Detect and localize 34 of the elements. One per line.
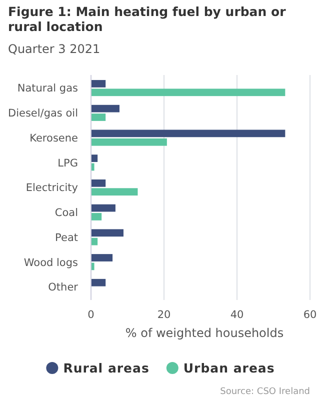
x-tick-label: 0 (88, 309, 94, 321)
chart-title: Figure 1: Main heating fuel by urban or rural location (8, 4, 287, 34)
bar (91, 88, 286, 96)
bar (91, 278, 106, 286)
y-tick-label: Kerosene (30, 132, 78, 144)
bar (91, 188, 138, 196)
bar (91, 138, 167, 146)
x-tick-label: 20 (157, 309, 171, 321)
x-tick-label: 60 (303, 309, 317, 321)
bar (91, 114, 106, 121)
bar (91, 213, 102, 220)
x-axis-title: % of weighted households (125, 326, 284, 340)
bar (91, 229, 124, 237)
y-tick-label: Coal (54, 207, 78, 220)
bar (91, 80, 106, 88)
y-tick-label: Natural gas (17, 82, 78, 95)
y-tick-label: Diesel/gas oil (8, 108, 78, 120)
y-tick-label: Electricity (26, 182, 78, 194)
y-tick-label: Wood logs (24, 256, 78, 269)
chart-subtitle: Quarter 3 2021 (8, 42, 100, 56)
bar (91, 154, 98, 162)
x-tick-label: 40 (230, 309, 244, 321)
bar (91, 179, 106, 187)
bar (91, 262, 94, 270)
bar (91, 204, 116, 212)
y-tick-label: Peat (55, 232, 78, 244)
legend-label: Urban areas (183, 360, 275, 376)
bar (91, 130, 286, 138)
bar (91, 104, 120, 112)
source-note: Source: CSO Ireland (220, 387, 310, 397)
y-tick-label: Other (48, 282, 79, 294)
bar (91, 254, 113, 262)
y-tick-label: LPG (58, 157, 78, 170)
legend-label: Rural areas (63, 360, 150, 376)
